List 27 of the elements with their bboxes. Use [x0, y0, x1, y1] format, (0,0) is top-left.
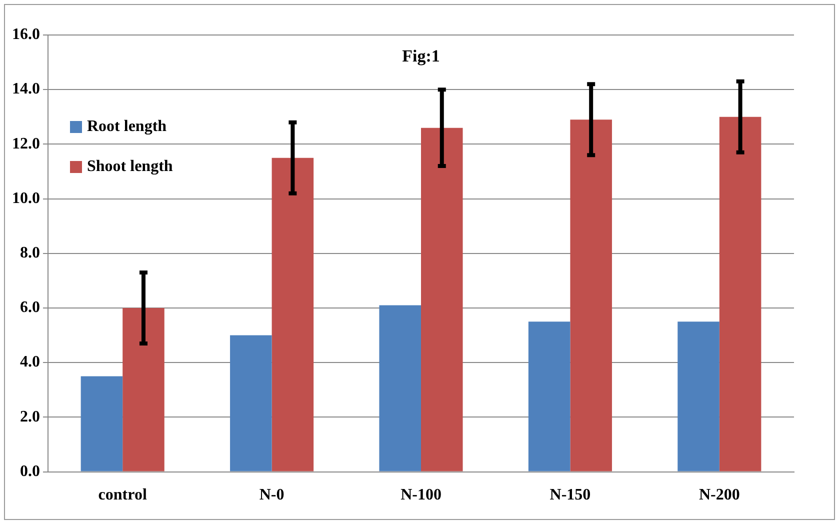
legend-label: Shoot length — [87, 158, 173, 176]
bar — [421, 128, 463, 472]
y-tick-label: 8.0 — [20, 244, 40, 262]
x-tick-label: N-0 — [259, 486, 284, 504]
bar — [678, 322, 720, 472]
legend-label: Root length — [87, 118, 167, 136]
y-tick-label: 16.0 — [12, 26, 40, 44]
bar — [570, 120, 612, 472]
y-tick-label: 0.0 — [20, 462, 40, 480]
bar — [272, 158, 314, 472]
bar — [528, 322, 570, 472]
y-tick-label: 14.0 — [12, 80, 40, 98]
y-tick-label: 12.0 — [12, 135, 40, 152]
bar — [719, 116, 762, 472]
bar — [379, 305, 421, 472]
x-tick-label: N-100 — [400, 486, 442, 504]
text: Fig:1 — [402, 46, 440, 66]
x-tick-label: N-200 — [698, 486, 740, 504]
bar — [230, 335, 272, 472]
y-tick-label: 2.0 — [20, 408, 40, 426]
y-tick-label: 4.0 — [20, 354, 40, 371]
y-tick-label: 10.0 — [12, 190, 40, 207]
bar — [122, 308, 164, 472]
y-tick-label: 6.0 — [20, 299, 40, 316]
x-tick-label: N-150 — [550, 486, 591, 504]
x-tick-label: control — [98, 486, 148, 504]
bar — [80, 376, 123, 472]
